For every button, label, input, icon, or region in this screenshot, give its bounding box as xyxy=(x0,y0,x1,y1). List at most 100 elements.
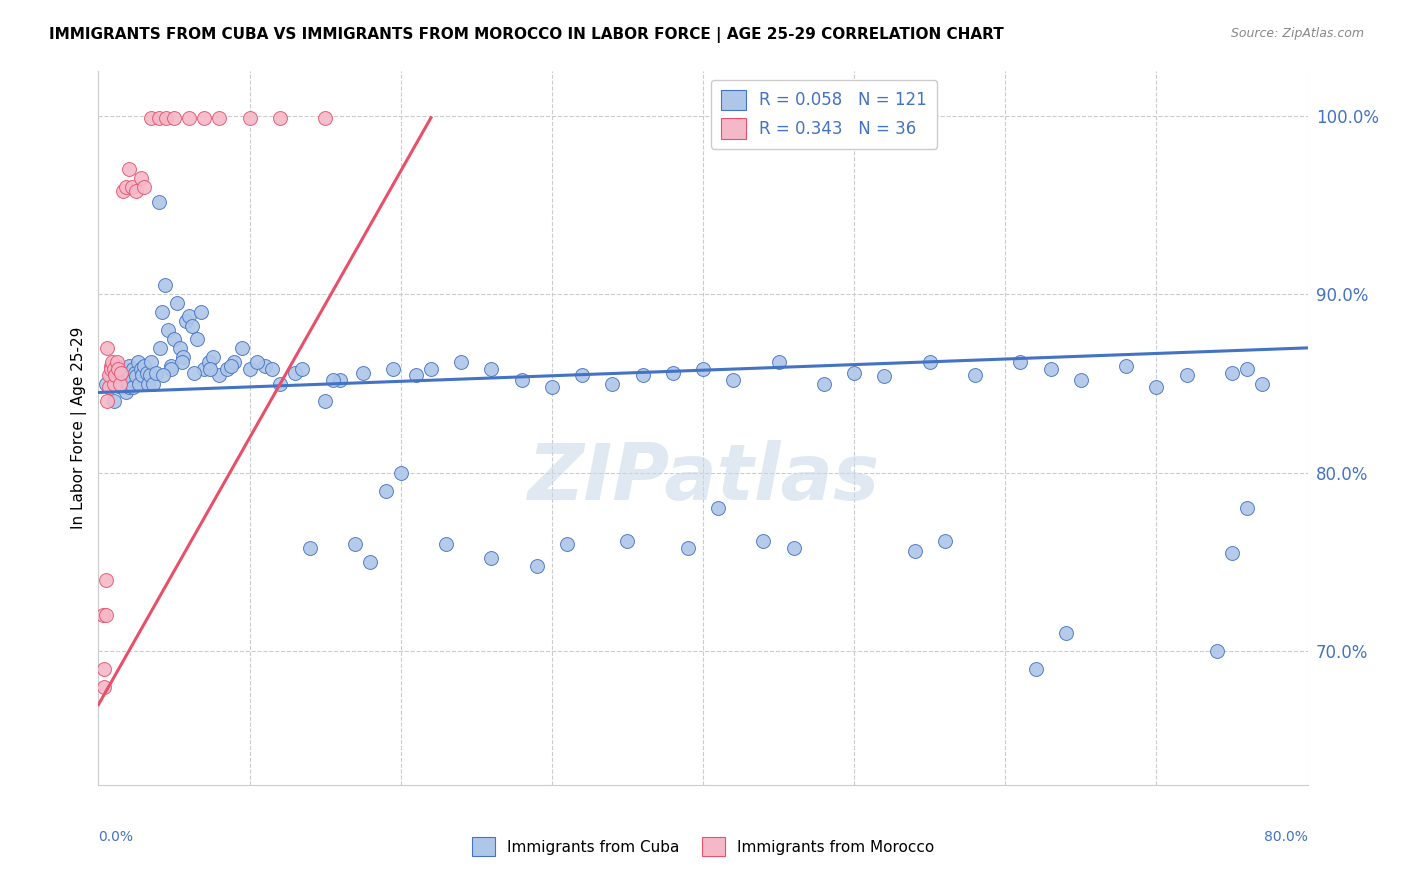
Point xyxy=(96,341,118,355)
Point xyxy=(152,368,174,382)
Point xyxy=(186,332,208,346)
Text: 80.0%: 80.0% xyxy=(1264,830,1308,844)
Point xyxy=(94,573,117,587)
Point xyxy=(179,309,201,323)
Point xyxy=(122,380,145,394)
Point xyxy=(107,362,129,376)
Point xyxy=(141,355,163,369)
Point xyxy=(208,368,231,382)
Point xyxy=(360,555,382,569)
Point xyxy=(197,355,219,369)
Point xyxy=(1070,373,1092,387)
Point xyxy=(170,355,193,369)
Point xyxy=(450,355,472,369)
Point xyxy=(142,376,165,391)
Text: 0.0%: 0.0% xyxy=(98,830,134,844)
Point xyxy=(1175,368,1198,382)
Point xyxy=(1039,362,1062,376)
Point xyxy=(124,366,146,380)
Point xyxy=(813,376,835,391)
Point xyxy=(135,366,157,380)
Point xyxy=(1010,355,1032,369)
Point xyxy=(262,362,284,376)
Point xyxy=(110,368,132,382)
Point xyxy=(269,376,291,391)
Point xyxy=(873,369,896,384)
Point xyxy=(100,368,122,382)
Point xyxy=(128,376,150,391)
Point xyxy=(183,366,205,380)
Point xyxy=(132,180,155,194)
Point xyxy=(98,380,121,394)
Point xyxy=(481,362,503,376)
Point xyxy=(145,366,167,380)
Point xyxy=(707,501,730,516)
Point xyxy=(1251,376,1274,391)
Point xyxy=(374,483,396,498)
Point xyxy=(510,373,533,387)
Point xyxy=(105,359,128,373)
Point xyxy=(768,355,790,369)
Point xyxy=(129,171,152,186)
Point xyxy=(661,366,683,380)
Point xyxy=(118,162,141,177)
Point xyxy=(179,111,201,125)
Point xyxy=(616,533,638,548)
Point xyxy=(98,368,121,382)
Point xyxy=(239,111,262,125)
Point xyxy=(571,368,593,382)
Point xyxy=(156,323,179,337)
Point xyxy=(231,341,253,355)
Point xyxy=(965,368,987,382)
Point xyxy=(1236,501,1258,516)
Point xyxy=(110,366,132,380)
Point xyxy=(1220,546,1243,560)
Point xyxy=(139,368,162,382)
Point xyxy=(110,380,132,394)
Point xyxy=(174,314,197,328)
Point xyxy=(94,376,117,391)
Point xyxy=(1024,662,1046,676)
Point xyxy=(352,366,374,380)
Point xyxy=(125,369,148,384)
Point xyxy=(100,359,122,373)
Point xyxy=(93,680,115,694)
Point xyxy=(918,355,941,369)
Point xyxy=(602,376,624,391)
Point xyxy=(114,385,136,400)
Point xyxy=(118,359,141,373)
Point xyxy=(631,368,654,382)
Text: ZIPatlas: ZIPatlas xyxy=(527,440,879,516)
Point xyxy=(692,362,714,376)
Point xyxy=(94,608,117,623)
Point xyxy=(1144,380,1167,394)
Point xyxy=(172,350,194,364)
Legend: R = 0.058   N = 121, R = 0.343   N = 36: R = 0.058 N = 121, R = 0.343 N = 36 xyxy=(711,79,936,149)
Point xyxy=(526,558,548,573)
Point xyxy=(193,111,215,125)
Point xyxy=(114,366,136,380)
Point xyxy=(148,111,170,125)
Point xyxy=(91,608,114,623)
Point xyxy=(202,350,225,364)
Point xyxy=(103,394,125,409)
Point xyxy=(239,362,262,376)
Point xyxy=(314,394,336,409)
Point xyxy=(1236,362,1258,376)
Point xyxy=(127,355,149,369)
Text: Source: ZipAtlas.com: Source: ZipAtlas.com xyxy=(1230,27,1364,40)
Point xyxy=(108,376,131,391)
Point xyxy=(122,362,145,376)
Point xyxy=(105,355,128,369)
Point xyxy=(246,355,269,369)
Point xyxy=(723,373,745,387)
Point xyxy=(107,376,129,391)
Point xyxy=(121,373,143,387)
Point xyxy=(96,394,118,409)
Point xyxy=(284,366,307,380)
Point xyxy=(190,305,212,319)
Point xyxy=(1115,359,1137,373)
Point xyxy=(166,296,188,310)
Point xyxy=(344,537,367,551)
Point xyxy=(1206,644,1229,658)
